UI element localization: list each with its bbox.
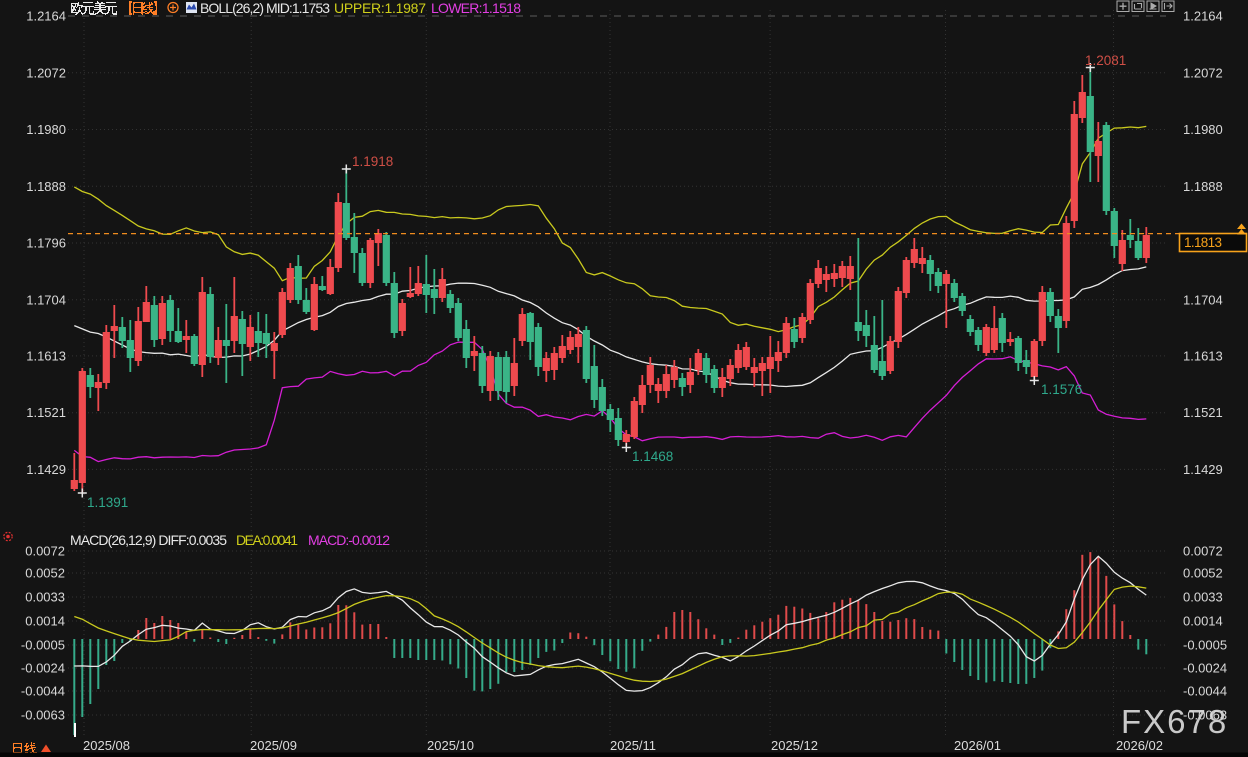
svg-text:FX678: FX678	[1121, 703, 1228, 740]
svg-text:1.1391: 1.1391	[87, 495, 128, 510]
svg-text:DEA:0.0041: DEA:0.0041	[236, 532, 298, 548]
svg-text:1.1888: 1.1888	[1183, 179, 1223, 194]
svg-text:2025/11: 2025/11	[610, 738, 656, 753]
svg-text:-0.0044: -0.0044	[1183, 684, 1227, 699]
svg-text:0.0014: 0.0014	[1183, 614, 1223, 629]
svg-text:-0.0063: -0.0063	[21, 708, 65, 723]
svg-text:0.0014: 0.0014	[25, 614, 65, 629]
svg-text:1.1429: 1.1429	[1183, 462, 1223, 477]
svg-text:-0.0024: -0.0024	[21, 661, 65, 676]
svg-text:1.1429: 1.1429	[26, 462, 66, 477]
svg-text:0.0072: 0.0072	[1183, 544, 1223, 559]
svg-text:BOLL(26,2) MID:1.1753: BOLL(26,2) MID:1.1753	[200, 0, 330, 16]
svg-text:1.1468: 1.1468	[632, 449, 673, 464]
svg-text:UPPER:1.1987: UPPER:1.1987	[334, 0, 426, 16]
svg-text:1.1888: 1.1888	[26, 179, 66, 194]
svg-text:1.2164: 1.2164	[1183, 9, 1223, 24]
svg-text:1.1918: 1.1918	[352, 154, 393, 169]
svg-text:1.1980: 1.1980	[1183, 122, 1223, 137]
svg-text:MACD:-0.0012: MACD:-0.0012	[308, 532, 390, 548]
svg-text:-0.0044: -0.0044	[21, 684, 65, 699]
svg-text:1.2081: 1.2081	[1085, 53, 1126, 68]
svg-text:1.1704: 1.1704	[1183, 292, 1223, 307]
svg-text:1.1613: 1.1613	[26, 348, 66, 363]
svg-text:2025/09: 2025/09	[250, 738, 297, 753]
svg-text:1.2164: 1.2164	[26, 9, 66, 24]
svg-text:1.1521: 1.1521	[26, 405, 66, 420]
svg-text:0.0033: 0.0033	[25, 590, 65, 605]
svg-text:0.0052: 0.0052	[1183, 566, 1223, 581]
svg-text:1.1980: 1.1980	[26, 122, 66, 137]
svg-text:LOWER:1.1518: LOWER:1.1518	[431, 0, 521, 16]
svg-text:MACD(26,12,9) DIFF:0.0035: MACD(26,12,9) DIFF:0.0035	[70, 532, 227, 548]
svg-text:-0.0005: -0.0005	[21, 638, 65, 653]
svg-text:-0.0063: -0.0063	[1183, 708, 1227, 723]
svg-text:-0.0005: -0.0005	[1183, 638, 1227, 653]
svg-text:1.1796: 1.1796	[26, 236, 66, 251]
svg-text:1.1813: 1.1813	[1184, 235, 1222, 250]
svg-text:1.2072: 1.2072	[1183, 65, 1223, 80]
svg-text:0.0072: 0.0072	[25, 544, 65, 559]
svg-text:0.0033: 0.0033	[1183, 590, 1223, 605]
svg-text:2026/02: 2026/02	[1116, 738, 1163, 753]
svg-text:2025/12: 2025/12	[771, 738, 818, 753]
svg-text:1.1704: 1.1704	[26, 292, 66, 307]
svg-text:2025/08: 2025/08	[83, 738, 130, 753]
svg-text:1.1576: 1.1576	[1041, 382, 1082, 397]
svg-text:1.1613: 1.1613	[1183, 348, 1223, 363]
svg-text:1.1521: 1.1521	[1183, 405, 1223, 420]
svg-text:-0.0024: -0.0024	[1183, 661, 1227, 676]
svg-text:2026/01: 2026/01	[954, 738, 1001, 753]
svg-text:1.2072: 1.2072	[26, 65, 66, 80]
svg-text:0.0052: 0.0052	[25, 566, 65, 581]
svg-text:2025/10: 2025/10	[427, 738, 474, 753]
